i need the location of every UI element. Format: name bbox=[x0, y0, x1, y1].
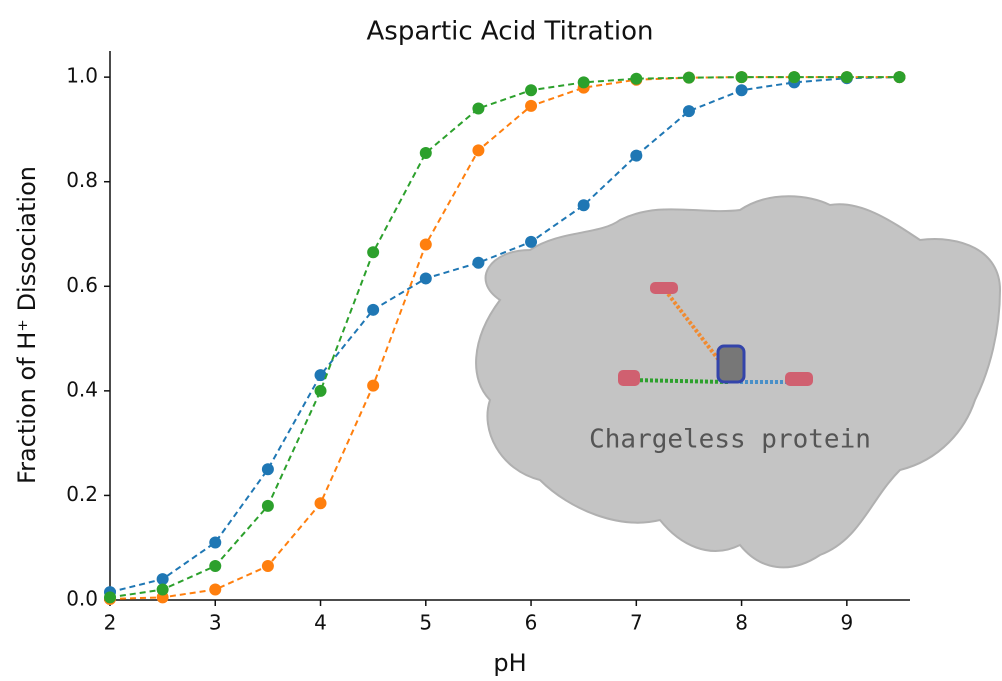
data-point bbox=[682, 71, 695, 84]
data-point bbox=[314, 384, 327, 397]
data-point bbox=[472, 256, 485, 269]
data-point bbox=[367, 303, 380, 316]
data-point bbox=[525, 99, 538, 112]
data-point bbox=[419, 238, 432, 251]
y-tick-label: 0.0 bbox=[66, 587, 98, 611]
x-tick-label: 8 bbox=[735, 611, 748, 635]
data-point bbox=[209, 583, 222, 596]
series-line bbox=[109, 76, 900, 594]
y-tick-label: 0.8 bbox=[66, 168, 98, 192]
data-point bbox=[367, 379, 380, 392]
protein-image: Chargeless protein bbox=[475, 195, 1002, 569]
y-tick-label: 0.2 bbox=[66, 482, 98, 506]
data-point bbox=[261, 499, 274, 512]
data-point bbox=[630, 149, 643, 162]
data-point bbox=[840, 71, 853, 84]
data-point bbox=[472, 102, 485, 115]
data-point bbox=[893, 71, 906, 84]
chart-title: Aspartic Acid Titration bbox=[367, 17, 654, 47]
x-tick-label: 3 bbox=[209, 611, 222, 635]
data-point bbox=[735, 71, 748, 84]
x-tick-label: 7 bbox=[630, 611, 643, 635]
annotation: Chargeless protein bbox=[589, 425, 871, 455]
x-tick-label: 6 bbox=[525, 611, 538, 635]
y-axis-label: Fraction of H⁺ Dissociation bbox=[13, 166, 41, 484]
data-point bbox=[261, 560, 274, 573]
data-point bbox=[367, 246, 380, 259]
data-point bbox=[630, 72, 643, 85]
x-tick-label: 2 bbox=[104, 611, 117, 635]
data-point bbox=[577, 199, 590, 212]
data-point bbox=[261, 463, 274, 476]
link bbox=[629, 378, 729, 384]
data-point bbox=[104, 591, 116, 604]
y-tick-label: 0.6 bbox=[66, 273, 98, 297]
residue bbox=[785, 372, 813, 386]
data-point bbox=[577, 76, 590, 89]
data-point bbox=[209, 560, 222, 573]
data-point bbox=[525, 235, 538, 248]
data-point bbox=[472, 144, 485, 157]
x-tick-label: 9 bbox=[840, 611, 853, 635]
data-point bbox=[735, 84, 748, 97]
data-point bbox=[682, 105, 695, 118]
y-tick-label: 0.4 bbox=[66, 377, 98, 401]
residue bbox=[618, 370, 640, 386]
residue bbox=[650, 282, 678, 294]
y-tick-label: 1.0 bbox=[66, 64, 98, 88]
data-point bbox=[156, 573, 169, 586]
data-point bbox=[419, 272, 432, 285]
data-point bbox=[314, 497, 327, 510]
data-point bbox=[156, 583, 169, 596]
data-point bbox=[209, 536, 222, 549]
x-tick-label: 5 bbox=[419, 611, 432, 635]
data-point bbox=[419, 146, 432, 159]
x-tick-label: 4 bbox=[314, 611, 327, 635]
data-point bbox=[788, 71, 801, 84]
data-point bbox=[314, 369, 327, 382]
data-point bbox=[525, 84, 538, 97]
series-line bbox=[109, 76, 900, 599]
residue bbox=[716, 344, 746, 384]
x-axis-label: pH bbox=[493, 649, 526, 677]
